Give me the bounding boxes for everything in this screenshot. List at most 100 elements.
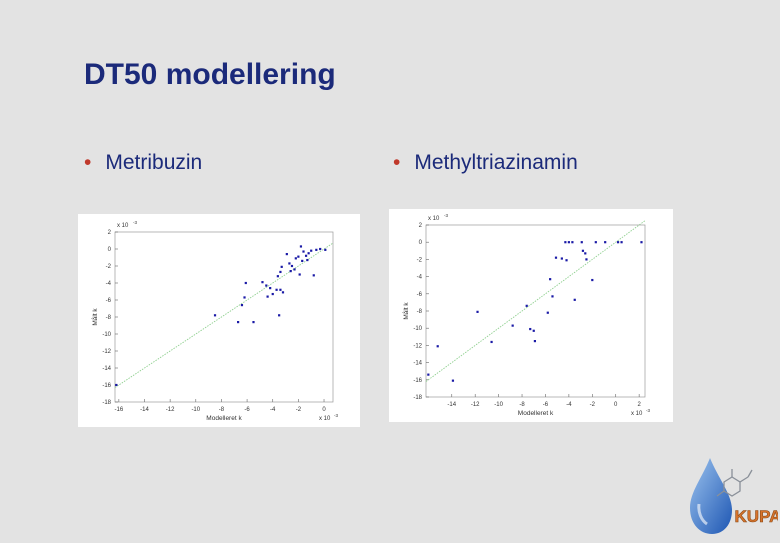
bullet-dot-icon: •: [84, 151, 92, 174]
x-tick-label: -2: [296, 407, 302, 413]
data-point: [620, 241, 623, 244]
data-point: [276, 275, 279, 278]
y-scale-label: x 10: [117, 223, 129, 229]
data-point: [244, 281, 247, 285]
kupa-logo: KUPA: [682, 452, 780, 538]
data-point: [584, 252, 587, 255]
y-tick-label: -12: [102, 349, 111, 355]
x-tick-label: -16: [115, 407, 124, 413]
data-point: [573, 298, 576, 301]
data-point: [310, 249, 313, 252]
data-point: [594, 241, 597, 244]
logo-drop-icon: KUPA: [690, 458, 780, 534]
slide-title: DT50 modellering: [84, 58, 336, 91]
data-point: [554, 256, 558, 259]
data-point: [269, 287, 272, 290]
x-tick-label: -4: [270, 407, 276, 413]
data-point: [243, 296, 246, 299]
data-point: [511, 324, 514, 327]
data-point: [279, 270, 282, 274]
data-point: [551, 295, 554, 298]
data-point: [549, 278, 552, 281]
y-axis-label: Målt k: [402, 302, 410, 320]
data-point: [289, 270, 292, 273]
data-point: [312, 274, 315, 277]
y-tick-label: 0: [419, 240, 423, 246]
data-point: [265, 284, 268, 287]
x-tick-label: -2: [590, 402, 596, 408]
x-tick-label: -10: [191, 407, 200, 413]
data-point: [307, 252, 310, 255]
y-tick-label: -8: [417, 309, 423, 315]
bullet-dot-icon: •: [393, 151, 401, 174]
data-point: [315, 248, 318, 251]
data-point: [476, 310, 479, 313]
data-point: [266, 295, 269, 298]
data-point: [294, 257, 297, 260]
data-point: [427, 373, 430, 376]
data-point: [240, 304, 244, 307]
data-point: [271, 292, 274, 296]
y-tick-label: -12: [413, 343, 422, 349]
data-point: [436, 345, 439, 348]
data-point: [546, 311, 549, 314]
data-point: [288, 262, 291, 265]
x-tick-label: 2: [637, 402, 641, 408]
data-point: [275, 288, 278, 291]
x-tick-label: -4: [566, 402, 572, 408]
x-tick-label: 0: [322, 407, 326, 413]
scatter-plot-metribuzin: -18 -16 -14 -12 -10 -8 -6 -4 -2 0 2 -16 -14 -12 -10 -8 -…: [78, 214, 360, 427]
x-tick-label: 0: [614, 402, 618, 408]
y-tick-label: -4: [106, 281, 112, 287]
y-tick-label: 0: [108, 247, 112, 253]
x-scale-label: x 10: [319, 416, 331, 422]
x-tick-label: -8: [519, 402, 525, 408]
data-point: [640, 241, 643, 244]
y-tick-label: -6: [417, 292, 423, 298]
data-point: [302, 250, 305, 253]
data-point: [301, 259, 304, 262]
x-tick-label: -14: [447, 402, 456, 408]
x-scale-exponent: -3: [646, 408, 650, 413]
x-tick-label: -6: [543, 402, 549, 408]
data-point: [280, 265, 283, 268]
y-tick-label: -14: [102, 366, 111, 372]
data-point: [560, 257, 563, 260]
data-point: [533, 340, 537, 343]
y-tick-label: -10: [413, 326, 422, 332]
data-point: [604, 241, 607, 244]
y-tick-label: -14: [413, 361, 422, 367]
y-tick-label: -2: [106, 264, 112, 270]
data-point: [564, 241, 567, 244]
data-point: [567, 241, 570, 244]
identity-line: [114, 242, 334, 388]
data-point: [299, 245, 303, 248]
y-tick-label: -18: [102, 400, 111, 406]
data-point: [279, 288, 282, 291]
bullet-methyltriazinamin: • Methyltriazinamin: [393, 151, 578, 175]
y-tick-label: -16: [413, 378, 422, 384]
data-point: [213, 314, 217, 317]
data-point: [297, 255, 300, 258]
plot-frame: [114, 231, 334, 403]
data-point: [237, 321, 240, 324]
data-point: [319, 247, 322, 251]
y-scale-exponent: -3: [444, 213, 448, 218]
y-tick-label: 2: [108, 230, 112, 236]
logo-text: KUPA: [735, 507, 778, 526]
data-point: [591, 278, 594, 282]
y-tick-label: -10: [102, 332, 111, 338]
data-point: [115, 383, 118, 387]
data-point: [306, 258, 309, 262]
y-axis-label: Målt k: [91, 308, 99, 326]
y-scale-exponent: -3: [133, 220, 137, 225]
x-tick-label: -10: [494, 402, 503, 408]
bullet-metribuzin: • Metribuzin: [84, 151, 202, 175]
scatter-plot-methyltriazinamin: -18 -16 -14 -12 -10 -8 -6 -4 -2 0 2 -14 -12 -10 -8 -6 -4…: [389, 209, 673, 422]
bullet-label: Methyltriazinamin: [414, 151, 578, 174]
x-tick-label: -8: [219, 407, 225, 413]
data-point: [278, 314, 281, 317]
y-tick-label: -2: [417, 257, 423, 263]
y-tick-label: -8: [106, 315, 112, 321]
data-point: [616, 241, 620, 244]
